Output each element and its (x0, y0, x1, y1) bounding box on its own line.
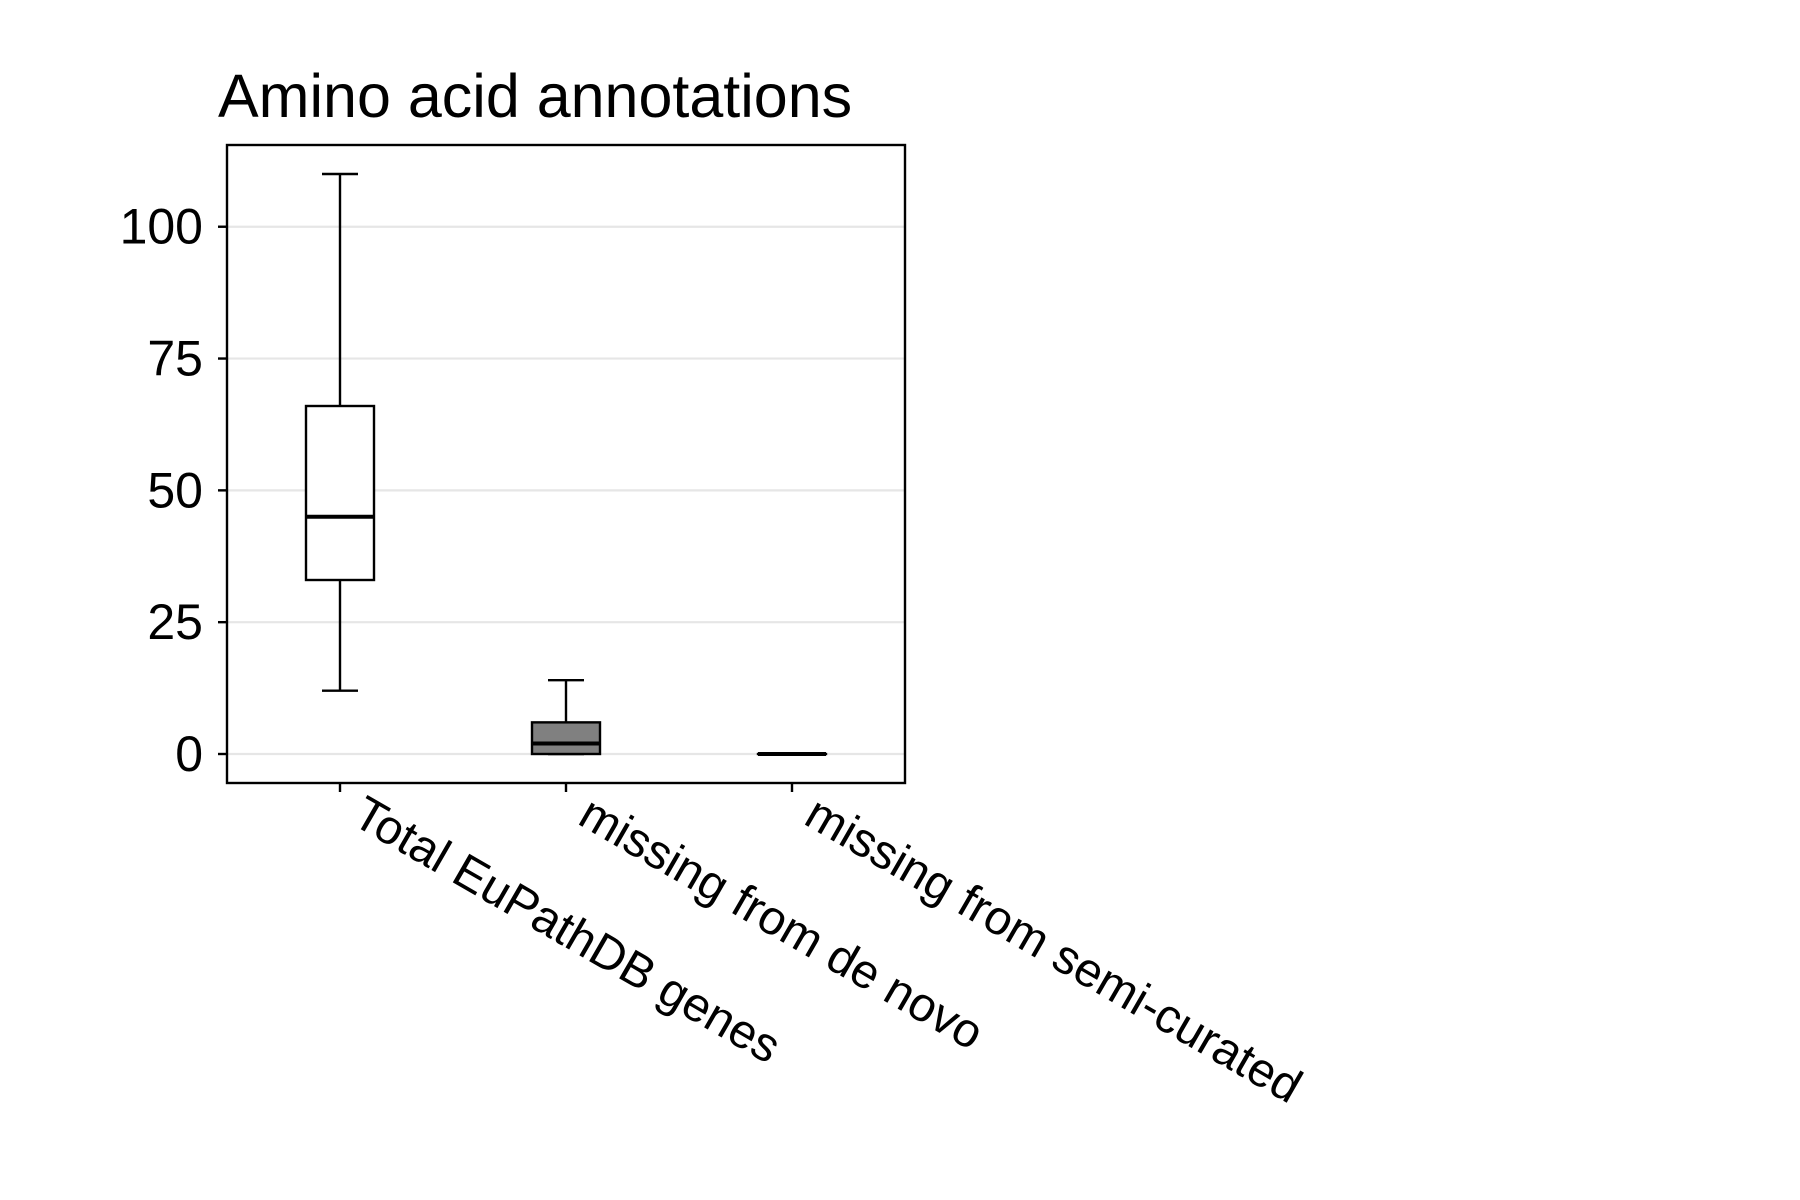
box-series (304, 172, 828, 756)
y-axis: 0 25 50 75 100 (120, 199, 227, 782)
y-tick-label: 50 (147, 462, 203, 518)
iqr-box (304, 404, 376, 582)
iqr-box (530, 721, 602, 756)
chart-title: Amino acid annotations (218, 62, 852, 130)
x-tick-label: Total EuPathDB genes (345, 787, 790, 1074)
y-tick-label: 0 (175, 726, 203, 782)
box-group (304, 172, 376, 692)
box-group (530, 678, 602, 756)
y-tick-label: 75 (147, 331, 203, 387)
y-tick-label: 100 (120, 199, 203, 255)
x-tick-label: missing from de novo (571, 787, 993, 1061)
y-tick-label: 25 (147, 594, 203, 650)
